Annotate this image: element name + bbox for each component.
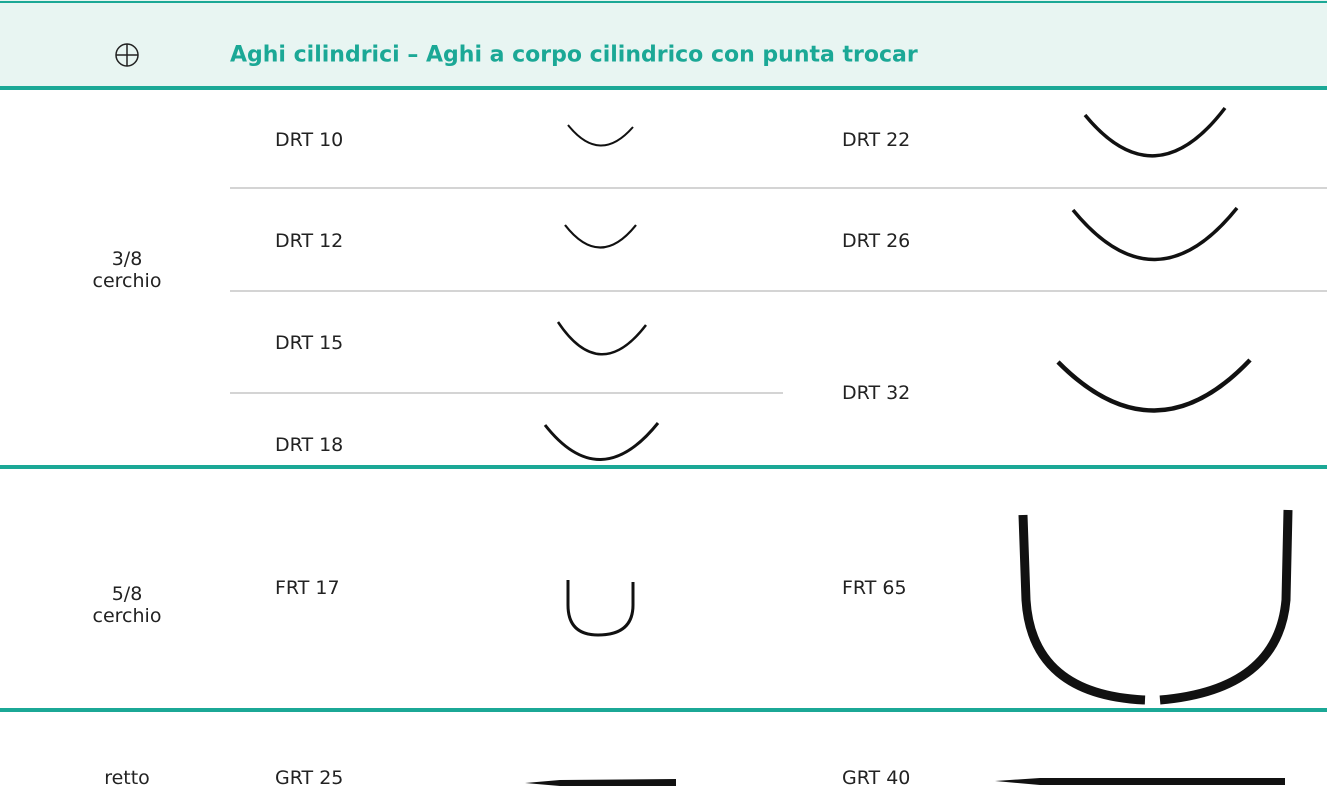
row-separators <box>230 187 1327 394</box>
needles <box>543 106 1293 705</box>
group-label: retto <box>104 767 150 789</box>
needle-code: GRT 40 <box>842 767 911 789</box>
needle-code: GRT 25 <box>275 767 344 789</box>
needle-code: DRT 12 <box>275 230 344 252</box>
needle-code: DRT 15 <box>275 332 344 354</box>
icon <box>115 43 139 67</box>
needle-code: FRT 17 <box>275 577 340 599</box>
needle-code: DRT 18 <box>275 434 344 456</box>
needle-code: DRT 32 <box>842 382 911 404</box>
header-title: Aghi cilindrici – Aghi a corpo cilindric… <box>230 42 918 68</box>
group-label: 3/8 cerchio <box>92 248 162 292</box>
group-label: 5/8 cerchio <box>92 583 162 627</box>
needle-code: DRT 26 <box>842 230 911 252</box>
needle-code: DRT 10 <box>275 129 344 151</box>
straight-needles <box>525 778 1285 786</box>
needle-code: DRT 22 <box>842 129 911 151</box>
header-band <box>0 0 1327 88</box>
needle-code: FRT 65 <box>842 577 907 599</box>
